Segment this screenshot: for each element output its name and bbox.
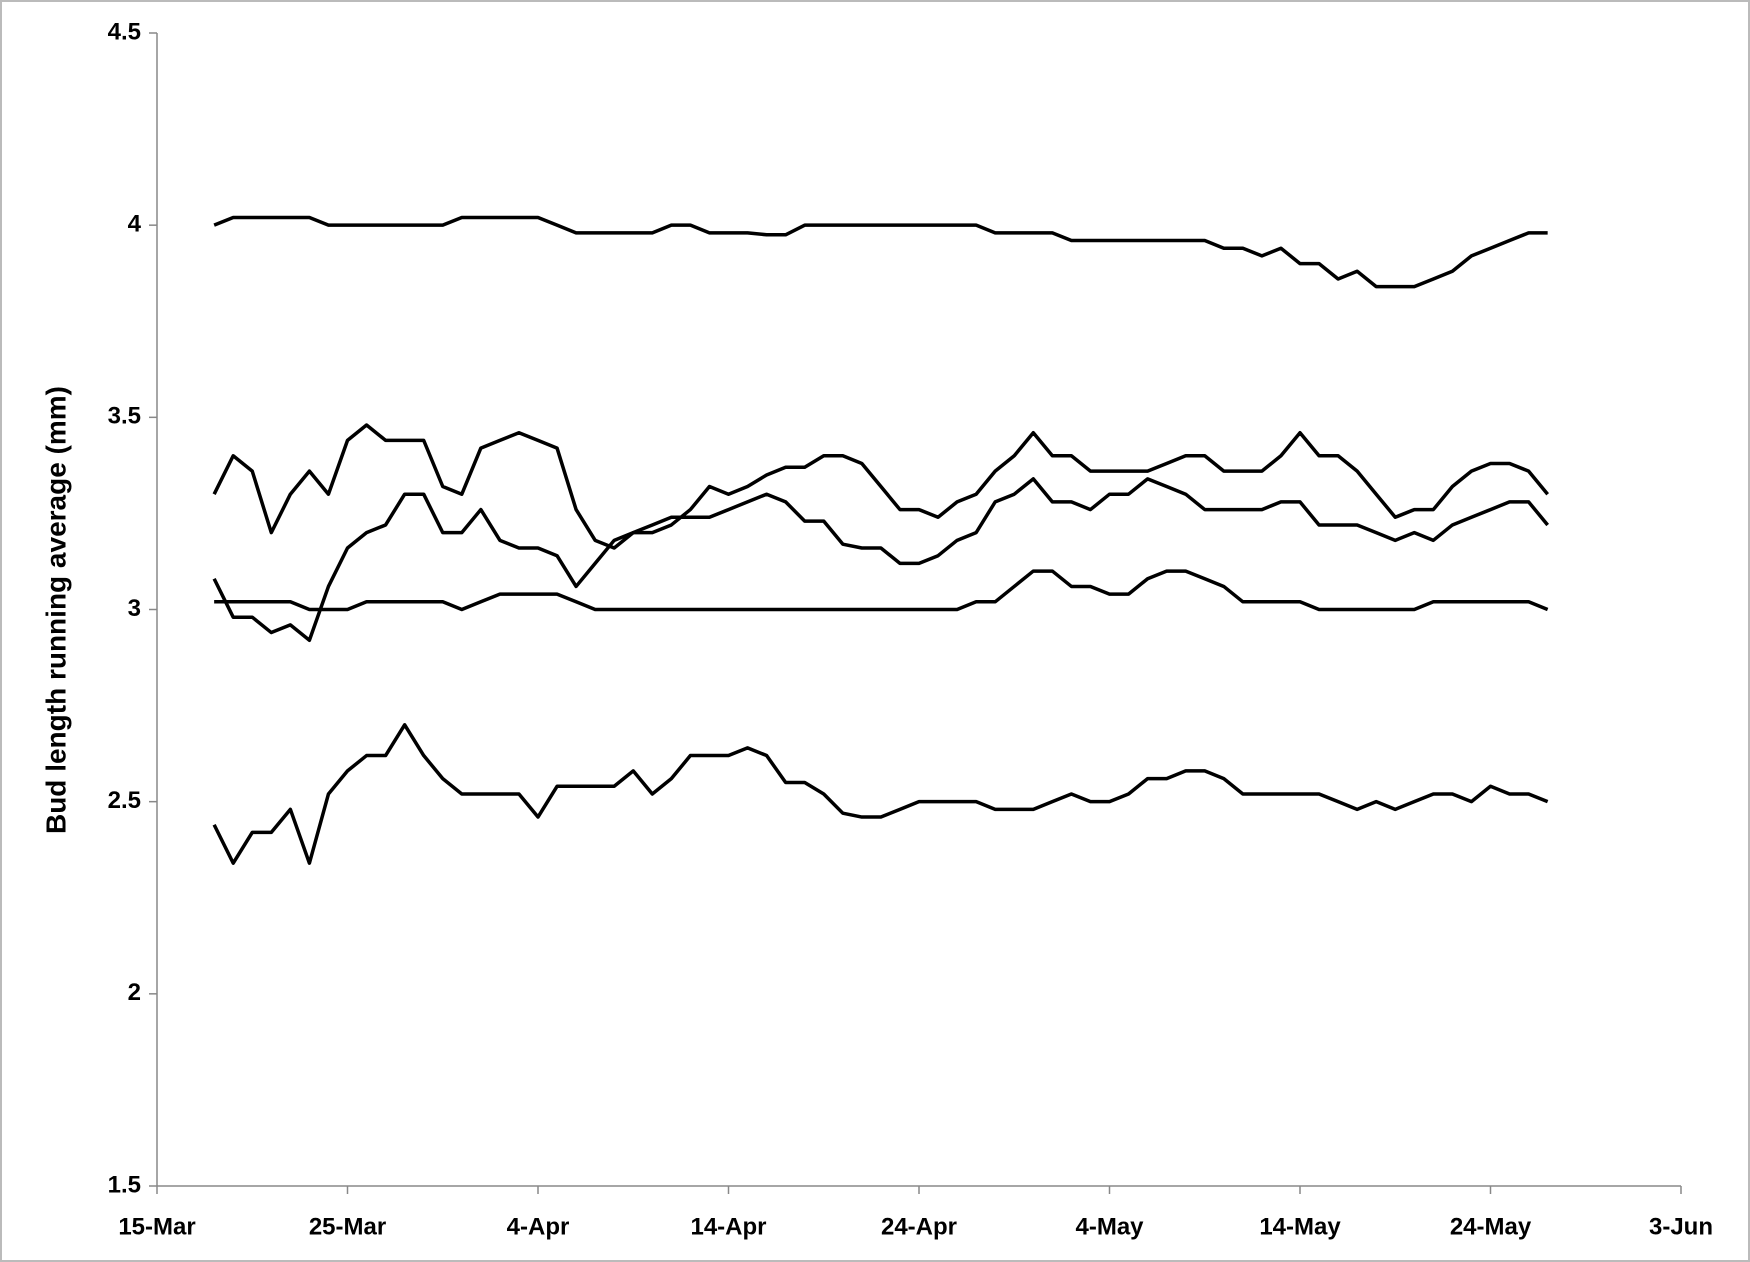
data-line (214, 569, 1549, 612)
y-tick-label: 4 (128, 211, 142, 238)
y-tick-label: 1.5 (108, 1171, 141, 1198)
data-line (212, 723, 1549, 865)
x-tick-label: 15-Mar (118, 1213, 195, 1240)
y-tick-label: 2 (128, 979, 141, 1006)
data-line (212, 477, 1549, 642)
x-tick-label: 3-Jun (1649, 1213, 1713, 1240)
y-tick-label: 4.5 (108, 18, 141, 45)
x-tick-label: 24-May (1450, 1213, 1532, 1240)
x-tick-label: 4-May (1075, 1213, 1144, 1240)
y-tick-label: 3.5 (108, 403, 141, 430)
x-tick-label: 14-Apr (690, 1213, 766, 1240)
y-axis-label: Bud length running average (mm) (40, 386, 71, 834)
y-tick-label: 2.5 (108, 787, 141, 814)
x-tick-label: 4-Apr (507, 1213, 570, 1240)
x-tick-label: 25-Mar (309, 1213, 386, 1240)
data-line (213, 215, 1548, 289)
x-tick-label: 14-May (1259, 1213, 1341, 1240)
y-tick-label: 3 (128, 595, 141, 622)
data-line (212, 423, 1549, 550)
x-tick-label: 24-Apr (881, 1213, 957, 1240)
